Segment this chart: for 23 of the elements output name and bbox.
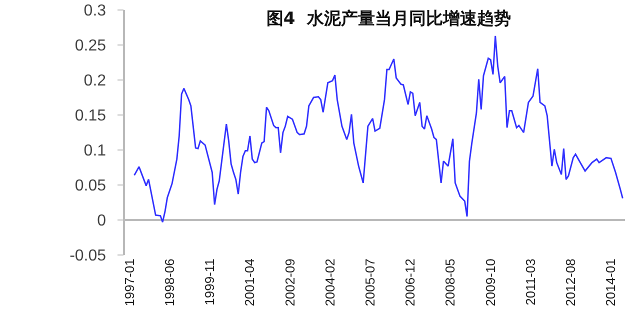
line-series (134, 35, 624, 223)
y-tick-label: 0.15 (74, 108, 106, 125)
x-tick-label: 2002-09 (282, 258, 298, 306)
y-tick-label: 0.05 (74, 178, 106, 195)
y-tick-label: -0.05 (70, 248, 106, 265)
x-tick-label: 2012-08 (563, 258, 578, 306)
y-tick-label: 0.25 (74, 38, 106, 55)
y-tick-label: 0 (97, 212, 106, 230)
x-tick-label: 1998-06 (162, 258, 177, 306)
x-tick-label: 1999-11 (202, 258, 218, 306)
x-tick-label: 2006-12 (402, 258, 418, 306)
x-tick-label: 2008-05 (442, 258, 458, 306)
y-tick-label: 0.3 (84, 2, 106, 20)
y-tick-label: 0.1 (84, 142, 106, 160)
chart-title: 图4 水泥产量当月同比增速趋势 (266, 8, 512, 29)
x-tick-label: 1997-01 (122, 258, 137, 306)
x-tick-label: 2001-04 (242, 258, 258, 306)
y-tick-label: 0.2 (84, 72, 106, 90)
x-tick-label: 2009-10 (482, 258, 498, 306)
x-tick-label: 2011-03 (522, 258, 538, 306)
x-tick-label: 2004-02 (322, 258, 338, 306)
x-tick-label: 2014-01 (603, 258, 618, 306)
x-tick-label: 2005-07 (362, 258, 378, 306)
